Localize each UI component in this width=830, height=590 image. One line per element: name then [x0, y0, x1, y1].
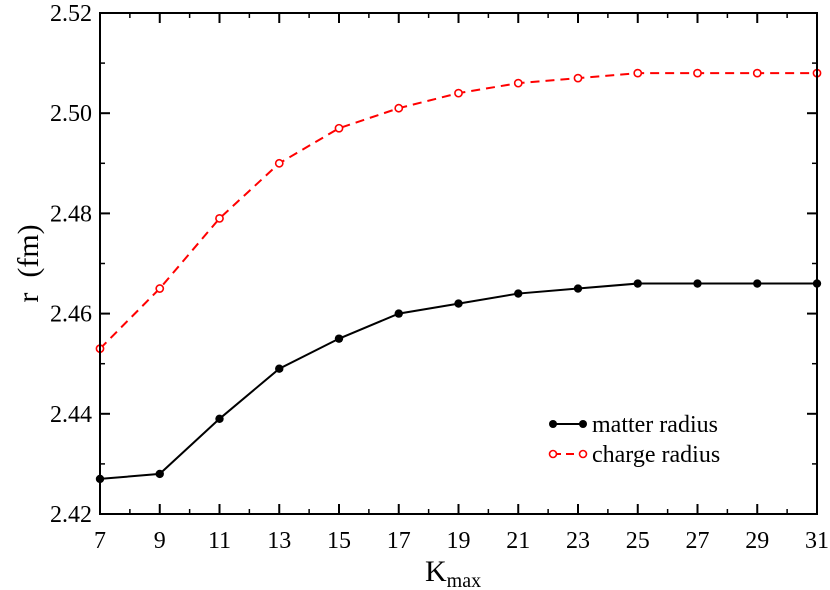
y-tick-label: 2.44	[50, 402, 92, 428]
legend-marker-charge-radius-right	[578, 449, 588, 459]
data-point-matter-radius	[753, 279, 762, 288]
data-point-charge-radius	[513, 78, 523, 88]
legend-label-matter-radius: matter radius	[592, 412, 718, 438]
data-point-matter-radius	[334, 334, 344, 343]
legend-marker-charge-radius-left	[548, 449, 558, 459]
legend-marker-matter-radius-left	[549, 420, 557, 428]
x-axis-label: Kmax	[425, 555, 481, 590]
data-point-matter-radius	[394, 309, 403, 318]
data-point-matter-radius	[633, 279, 642, 288]
data-point-matter-radius	[155, 469, 164, 479]
data-point-charge-radius	[274, 158, 284, 168]
data-point-charge-radius	[394, 103, 404, 113]
y-tick-label: 2.50	[50, 101, 92, 127]
y-tick-label: 2.52	[50, 1, 92, 27]
ticks-layer: 7 9 11 13 15 17 19 21 23 25 27 29 31 2.42 2.44 2.46 2.48…	[50, 1, 829, 554]
x-tick-label: 11	[208, 528, 231, 554]
x-tick-label: 29	[745, 528, 769, 554]
x-tick-label: 17	[387, 528, 411, 554]
data-point-matter-radius	[514, 289, 523, 298]
x-tick-label: 15	[327, 528, 351, 554]
data-point-charge-radius	[752, 68, 762, 78]
x-tick-label: 21	[506, 528, 530, 554]
data-point-charge-radius	[633, 68, 643, 78]
data-point-matter-radius	[454, 299, 463, 308]
data-point-charge-radius	[573, 73, 583, 83]
x-axis-label-main: K	[425, 555, 447, 588]
x-tick-label: 19	[447, 528, 471, 554]
x-tick-label: 7	[94, 528, 106, 554]
data-point-matter-radius	[275, 364, 284, 373]
series-layer	[95, 68, 822, 484]
x-tick-label: 27	[686, 528, 710, 554]
data-point-charge-radius	[334, 123, 344, 133]
x-tick-label: 31	[805, 528, 829, 554]
data-point-charge-radius	[215, 214, 224, 223]
y-tick-label: 2.48	[50, 201, 92, 227]
legend: matter radius charge radius	[548, 412, 720, 468]
y-axis-label: r (fm)	[12, 224, 45, 302]
data-point-charge-radius	[454, 88, 463, 98]
data-point-matter-radius	[573, 284, 583, 293]
legend-marker-matter-radius-right	[579, 420, 587, 428]
x-tick-label: 25	[626, 528, 650, 554]
y-tick-label: 2.42	[50, 502, 92, 528]
legend-label-charge-radius: charge radius	[592, 442, 720, 468]
data-point-matter-radius	[693, 279, 702, 288]
data-point-matter-radius	[215, 414, 224, 424]
x-tick-label: 23	[566, 528, 590, 554]
data-point-charge-radius	[155, 284, 165, 293]
y-tick-label: 2.46	[50, 302, 92, 328]
x-axis-label-subscript: max	[447, 570, 481, 590]
x-tick-label: 9	[154, 528, 166, 554]
data-point-charge-radius	[693, 68, 702, 78]
plot-frame	[99, 12, 818, 515]
x-tick-label: 13	[267, 528, 291, 554]
